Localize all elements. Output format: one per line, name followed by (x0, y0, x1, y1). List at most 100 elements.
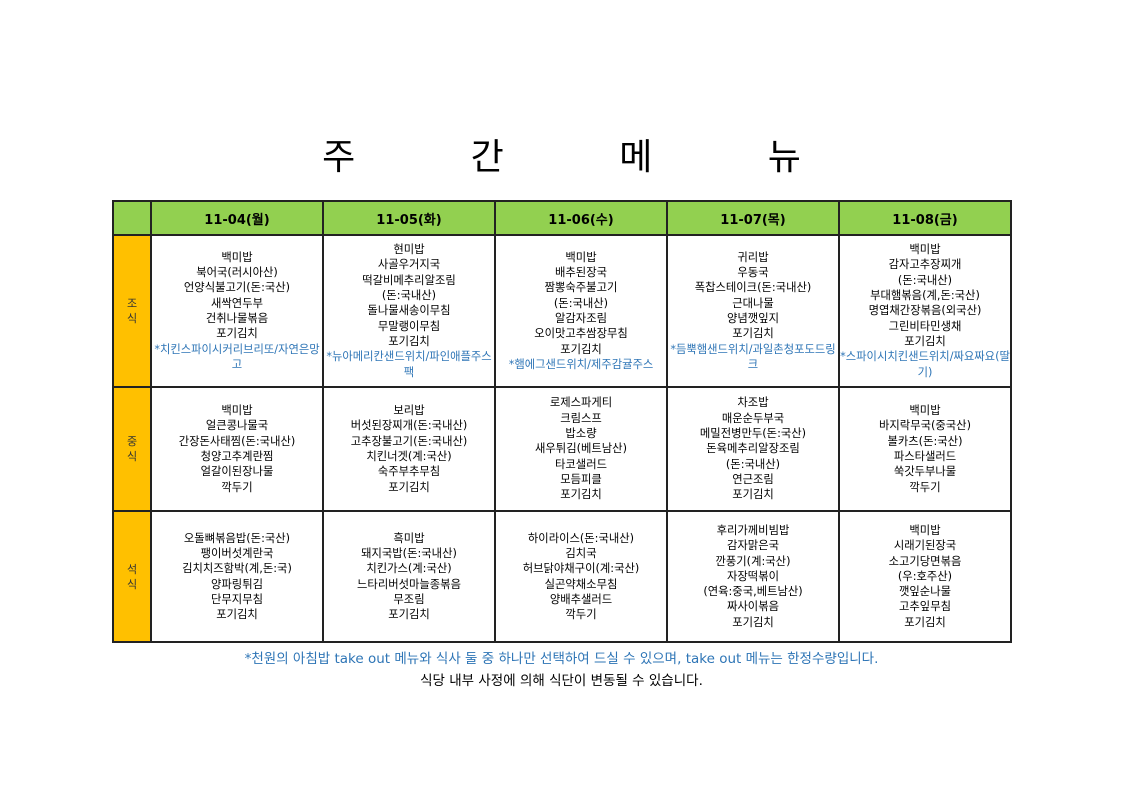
menu-item: 우동국 (737, 266, 769, 280)
menu-item: 간장돈사태찜(돈:국내산) (178, 434, 296, 448)
menu-item: 자장떡볶이 (727, 569, 779, 583)
lunch-row: 중 식 백미밥 얼큰콩나물국 간장돈사태찜(돈:국내산) 청양고추계란찜 얼갈이된장나물 깍두… (112, 386, 1012, 512)
menu-item: 백미밥 (221, 250, 253, 264)
menu-cell: 현미밥 사골우거지국 떡갈비메추리알조림 (돈:국내산) 돌나물새송이무침 무말랭이무침 포… (322, 234, 496, 388)
menu-item: 돌나물새송이무침 (367, 304, 451, 318)
menu-item: 후리가께비빔밥 (716, 523, 790, 537)
corner-cell (112, 200, 152, 236)
menu-item: 포기김치 (732, 327, 774, 341)
menu-item: 짬뽕숙주불고기 (544, 281, 618, 295)
menu-item: 포기김치 (904, 334, 946, 348)
takeout-menu-note: *치킨스파이시커리브리또/자연은망고 (154, 342, 320, 371)
menu-item: 파스타샐러드 (893, 450, 957, 463)
menu-cell: 하이라이스(돈:국내산) 김치국 허브닭야채구이(계:국산) 실곤약채소무침 양배추샐러… (494, 510, 668, 643)
menu-item: 소고기당면볶음 (888, 554, 962, 568)
menu-cell: 로제스파게티 크림스프 밥소량 새우튀김(베트남산) 타코샐러드 모듬피클 포기김치 (494, 386, 668, 512)
menu-item: 보리밥 (393, 404, 425, 418)
menu-item: 청양고추계란찜 (200, 450, 274, 463)
meal-label-char: 조 (126, 297, 138, 310)
menu-item: 타코샐러드 (555, 457, 607, 471)
menu-item: 그린비타민생채 (888, 319, 962, 333)
menu-item: 오이맛고추쌈장무침 (534, 327, 628, 341)
dinner-row: 석 식 오돌뼈볶음밥(돈:국산) 팽이버섯계란국 김치치즈함박(계,돈:국) 양파링튀김 단… (112, 510, 1012, 643)
menu-item: 백미밥 (909, 404, 941, 418)
menu-item: 알감자조림 (555, 312, 607, 325)
menu-item: 깐풍기(계:국산) (715, 554, 791, 568)
menu-item: 근대나물 (732, 296, 774, 310)
meal-label-char: 석 (126, 562, 138, 576)
takeout-menu-note: *햄에그샌드위치/제주감귤주스 (508, 357, 654, 371)
menu-cell: 흑미밥 돼지국밥(돈:국내산) 치킨가스(계:국산) 느타리버섯마늘종볶음 무조림 포기김… (322, 510, 496, 643)
menu-item: 백미밥 (221, 404, 253, 418)
takeout-menu-note: *듬뿍햄샌드위치/과일촌청포도드링크 (670, 342, 836, 371)
menu-item: (우:호주산) (897, 569, 953, 583)
menu-item: (돈:국내산) (553, 296, 609, 310)
menu-item: 새싹연두부 (211, 296, 263, 310)
day-header: 11-08(금) (838, 200, 1012, 236)
menu-item: 포기김치 (388, 480, 430, 494)
menu-item: 김치치즈함박(계,돈:국) (182, 562, 292, 576)
menu-item: 건취나물볶음 (205, 312, 269, 325)
menu-item: 고추잎무침 (899, 600, 951, 614)
menu-item: 모듬피클 (560, 472, 602, 486)
menu-cell: 보리밥 버섯된장찌개(돈:국내산) 고추장불고기(돈:국내산) 치킨너겟(계:국산) 숙… (322, 386, 496, 512)
menu-cell: 오돌뼈볶음밥(돈:국산) 팽이버섯계란국 김치치즈함박(계,돈:국) 양파링튀김 단무지… (150, 510, 324, 643)
menu-item: 백미밥 (909, 243, 941, 257)
menu-item: 얼갈이된장나물 (200, 465, 274, 479)
menu-item: 양념깻잎지 (727, 312, 779, 325)
menu-item: 북어국(러시아산) (196, 266, 278, 280)
menu-item: 시래기된장국 (893, 539, 957, 553)
takeout-menu-note: *뉴아메리칸샌드위치/파인애플주스팩 (326, 350, 492, 379)
day-header: 11-05(화) (322, 200, 496, 236)
menu-item: 차조밥 (737, 396, 769, 410)
menu-item: 사골우거지국 (377, 258, 441, 272)
menu-item: 실곤약채소무침 (544, 577, 618, 591)
menu-item: 현미밥 (393, 243, 425, 257)
menu-item: 포기김치 (216, 327, 258, 341)
menu-item: 폭찹스테이크(돈:국내산) (694, 281, 812, 295)
menu-item: 흑미밥 (393, 531, 425, 545)
menu-item: 깻잎순나물 (899, 585, 951, 599)
menu-cell: 백미밥 감자고추장찌개 (돈:국내산) 부대햄볶음(계,돈:국산) 명엽채간장볶음(외국… (838, 234, 1012, 388)
menu-item: 치킨너겟(계:국산) (366, 450, 452, 463)
menu-item: 깍두기 (909, 480, 941, 494)
menu-item: 오돌뼈볶음밥(돈:국산) (183, 531, 291, 545)
menu-item: 백미밥 (909, 523, 941, 537)
day-header: 11-04(월) (150, 200, 324, 236)
menu-item: 포기김치 (388, 608, 430, 622)
menu-item: (돈:국내산) (381, 289, 437, 303)
menu-item: 하이라이스(돈:국내산) (527, 531, 635, 545)
menu-item: 포기김치 (560, 342, 602, 356)
weekly-menu-table: 11-04(월) 11-05(화) 11-06(수) 11-07(목) 11-0… (112, 200, 1012, 643)
day-header: 11-06(수) (494, 200, 668, 236)
change-notice: 식당 내부 사정에 의해 식단이 변동될 수 있습니다. (420, 673, 703, 689)
menu-item: 바지락무국(중국산) (879, 419, 971, 433)
meal-label-char: 식 (126, 312, 138, 325)
menu-item: 짜사이볶음 (727, 600, 779, 614)
menu-item: 언양식불고기(돈:국산) (183, 281, 291, 295)
menu-item: 연근조림 (732, 472, 774, 486)
menu-item: 고추장불고기(돈:국내산) (350, 434, 468, 448)
menu-item: 새우튀김(베트남산) (535, 442, 627, 456)
header-row: 11-04(월) 11-05(화) 11-06(수) 11-07(목) 11-0… (112, 200, 1012, 236)
menu-item: 감자고추장찌개 (888, 258, 962, 272)
menu-item: 무조림 (393, 592, 425, 606)
menu-item: 백미밥 (565, 250, 597, 264)
menu-cell: 백미밥 바지락무국(중국산) 볼카츠(돈:국산) 파스타샐러드 쑥갓두부나물 깍두기 (838, 386, 1012, 512)
menu-cell: 백미밥 시래기된장국 소고기당면볶음 (우:호주산) 깻잎순나물 고추잎무침 포기김치 (838, 510, 1012, 643)
menu-item: 부대햄볶음(계,돈:국산) (870, 289, 980, 303)
menu-item: 치킨가스(계:국산) (366, 562, 452, 576)
menu-item: 양파링튀김 (211, 577, 263, 591)
menu-item: 배추된장국 (555, 266, 607, 280)
takeout-note: *천원의 아침밥 take out 메뉴와 식사 둘 중 하나만 선택하여 드실… (244, 651, 879, 667)
meal-label-char: 중 (126, 435, 138, 448)
menu-item: 볼카츠(돈:국산) (887, 434, 963, 448)
menu-item: 감자맑은국 (727, 539, 779, 553)
menu-item: 포기김치 (732, 615, 774, 629)
meal-label-char: 식 (126, 450, 138, 463)
menu-item: 양배추샐러드 (549, 592, 613, 606)
day-header: 11-07(목) (666, 200, 840, 236)
